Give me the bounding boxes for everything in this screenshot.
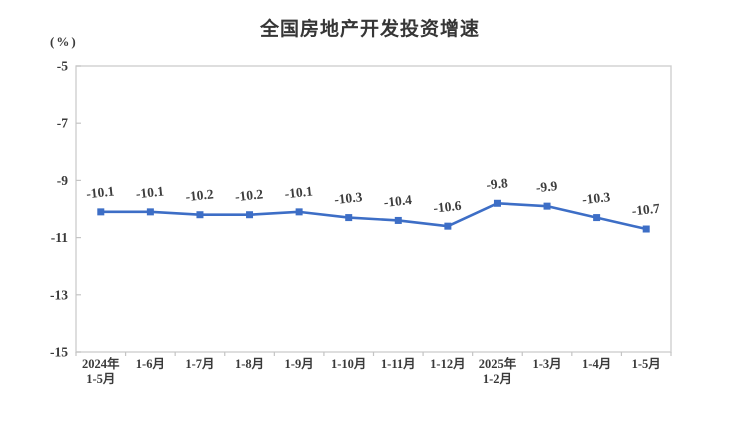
x-axis-category-label: 1-5月 bbox=[632, 357, 661, 371]
y-axis-unit-label: (%) bbox=[50, 34, 78, 49]
x-axis-category-label: 1-4月 bbox=[582, 357, 611, 371]
data-point-marker bbox=[543, 202, 551, 210]
data-point-label: -9.8 bbox=[486, 175, 509, 192]
x-axis-category-label: 1-11月 bbox=[381, 357, 416, 371]
data-point-label: -10.3 bbox=[333, 189, 363, 207]
chart-title: 全国房地产开发投资增速 bbox=[259, 19, 480, 40]
data-point-label: -10.7 bbox=[631, 201, 661, 219]
data-point-marker bbox=[593, 214, 601, 222]
data-point-marker bbox=[642, 225, 650, 233]
y-axis-tick-label: -7 bbox=[57, 116, 68, 131]
data-point-marker bbox=[196, 211, 204, 219]
data-point-label: -9.9 bbox=[535, 178, 558, 195]
x-axis-category-label: 1-7月 bbox=[185, 357, 214, 371]
y-axis-tick-label: -9 bbox=[57, 173, 68, 188]
data-point-label: -10.1 bbox=[284, 183, 314, 201]
data-point-label: -10.1 bbox=[135, 183, 165, 201]
x-axis-category-label: 1-6月 bbox=[136, 357, 165, 371]
data-point-label: -10.2 bbox=[234, 186, 264, 204]
data-point-marker bbox=[444, 222, 452, 230]
data-point-marker bbox=[146, 208, 154, 216]
data-point-marker bbox=[345, 214, 353, 222]
data-point-label: -10.6 bbox=[433, 198, 463, 216]
y-axis-tick-label: -11 bbox=[51, 230, 69, 245]
x-axis-category-label: 2024年 bbox=[82, 356, 120, 371]
data-point-marker bbox=[493, 199, 501, 207]
x-axis-category-label: 1-5月 bbox=[86, 372, 115, 386]
data-line bbox=[100, 201, 647, 231]
data-point-label: -10.4 bbox=[383, 192, 413, 210]
plot-border bbox=[75, 65, 672, 353]
x-axis-category-label: 1-8月 bbox=[235, 357, 264, 371]
y-axis-tick-label: -15 bbox=[50, 345, 68, 360]
data-point-marker bbox=[394, 216, 402, 224]
x-axis-category-label: 1-12月 bbox=[430, 357, 465, 371]
y-axis-tick-label: -5 bbox=[57, 59, 68, 74]
x-axis-category-label: 1-9月 bbox=[285, 357, 314, 371]
data-point-label: -10.2 bbox=[185, 186, 215, 204]
data-point-label: -10.3 bbox=[581, 189, 611, 207]
data-point-marker bbox=[97, 208, 105, 216]
data-point-marker bbox=[295, 208, 303, 216]
x-axis-category-label: 1-10月 bbox=[331, 357, 366, 371]
x-axis-category-label: 1-3月 bbox=[532, 357, 561, 371]
x-axis-category-label: 2025年 bbox=[479, 356, 517, 371]
x-axis-category-label: 1-2月 bbox=[483, 372, 512, 386]
y-axis-tick-label: -13 bbox=[50, 287, 68, 302]
data-point-marker bbox=[246, 211, 254, 219]
data-point-label: -10.1 bbox=[86, 183, 116, 201]
